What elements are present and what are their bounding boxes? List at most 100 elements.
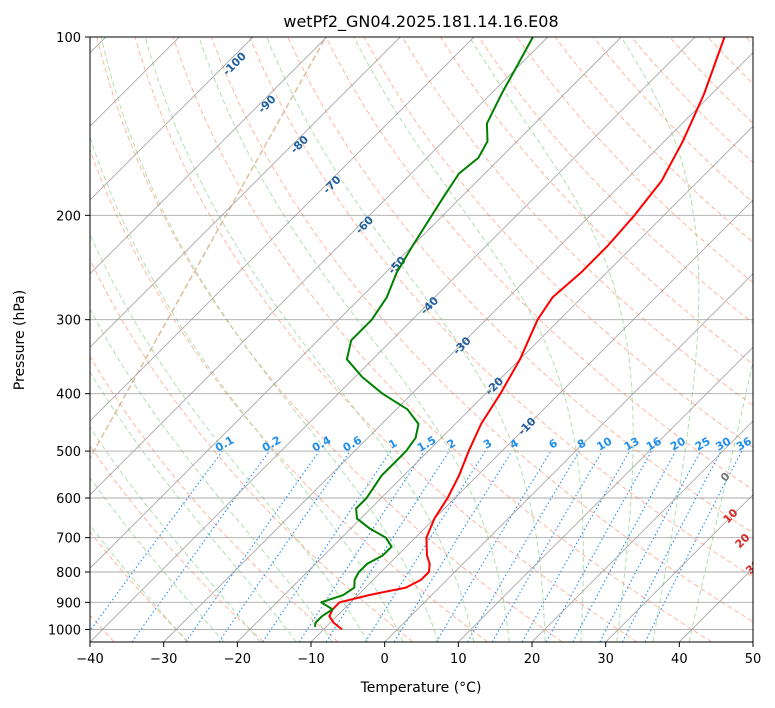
isotherm-line — [90, 37, 254, 201]
moist-adiabat-line — [353, 37, 584, 642]
lcl-curve — [90, 37, 327, 460]
dry-adiabat-line — [90, 355, 339, 642]
dry-adiabat-line — [287, 37, 753, 534]
y-tick-label: 900 — [56, 596, 81, 611]
isotherm-line — [531, 420, 753, 642]
mixing-ratio-label: 36 — [734, 434, 754, 453]
isotherm-line — [90, 37, 475, 422]
mixing-ratio-line — [90, 450, 223, 632]
moist-adiabat-label: -60 — [353, 213, 376, 236]
moist-adiabat-line — [90, 476, 225, 642]
dry-adiabat-line — [90, 445, 264, 642]
moist-adiabat-label: -90 — [255, 92, 278, 115]
mixing-ratio-line — [572, 450, 677, 642]
moist-adiabat-line — [90, 232, 369, 642]
isotherm-line — [384, 273, 753, 642]
dry-adiabat-line — [134, 37, 638, 642]
y-tick-label: 800 — [56, 566, 81, 581]
moist-adiabat-line — [620, 37, 700, 642]
isotherm-line — [90, 37, 696, 642]
isotherm-line — [90, 37, 328, 275]
dry-adiabat-label: 0 — [718, 470, 733, 485]
y-tick-label: 200 — [56, 209, 81, 224]
x-tick-label: 40 — [671, 652, 688, 667]
dewpoint-profile-line — [314, 37, 534, 627]
grid-lines — [90, 37, 753, 642]
plot-frame — [89, 36, 754, 643]
isotherm-line — [752, 641, 753, 642]
moist-adiabat-line — [90, 524, 188, 642]
x-tick-label: 0 — [381, 652, 389, 667]
x-axis-ticks: −40 −30 −20 −10 0 10 20 30 40 50 — [76, 642, 761, 667]
dry-adiabat-line — [90, 258, 414, 642]
sounding-profiles — [314, 37, 726, 631]
moist-adiabat-line — [266, 37, 546, 642]
mixing-ratio-line — [545, 450, 653, 642]
dry-adiabat-label: 30 — [743, 557, 763, 577]
y-tick-label: 1000 — [48, 623, 81, 638]
mixing-ratio-line — [435, 450, 552, 642]
x-tick-label: −40 — [76, 652, 103, 667]
x-tick-label: −20 — [224, 652, 251, 667]
temperature-profile-line — [328, 37, 726, 631]
moist-adiabat-line — [90, 135, 404, 642]
dry-adiabat-line — [592, 37, 753, 203]
moist-adiabat-line — [90, 308, 333, 642]
dry-adiabat-line — [669, 37, 753, 124]
dry-adiabat-line — [439, 37, 753, 365]
y-tick-label: 500 — [56, 445, 81, 460]
isotherm-line — [236, 125, 753, 642]
dry-adiabat-line — [516, 37, 753, 284]
dry-adiabat-line — [172, 37, 712, 642]
y-tick-label: 100 — [56, 31, 81, 46]
dry-adiabat-line — [401, 37, 753, 406]
dry-adiabat-line — [363, 37, 753, 448]
x-tick-label: 20 — [524, 652, 541, 667]
isotherm-line — [678, 567, 753, 642]
mixing-ratio-label: 3 — [481, 437, 494, 452]
mixing-ratio-line — [644, 450, 743, 642]
moist-adiabat-label: -20 — [483, 374, 506, 397]
y-tick-label: 400 — [56, 388, 81, 403]
y-axis-ticks: 100 200 300 400 500 600 700 800 900 1000 — [48, 31, 90, 638]
mixing-ratio-label: 6 — [547, 436, 560, 451]
dry-adiabat-line — [745, 37, 753, 45]
dry-adiabat-line — [325, 37, 753, 491]
mixing-ratio-label: 4 — [508, 436, 521, 451]
x-tick-label: 30 — [597, 652, 614, 667]
mixing-ratio-line — [131, 450, 270, 642]
y-tick-label: 700 — [56, 532, 81, 547]
isotherm-line — [457, 346, 753, 642]
moist-adiabat-line — [469, 37, 634, 642]
y-tick-label: 600 — [56, 492, 81, 507]
background-reference-lines — [90, 37, 753, 642]
isotherm-line — [605, 494, 753, 642]
dry-adiabat-label: 20 — [733, 531, 753, 551]
y-tick-label: 300 — [56, 314, 81, 329]
x-tick-label: −30 — [150, 652, 177, 667]
mixing-ratio-line — [218, 450, 351, 642]
moist-adiabat-line — [90, 426, 261, 642]
dry-adiabat-line — [90, 148, 488, 642]
moist-adiabat-line — [688, 358, 753, 642]
dry-adiabat-line — [96, 37, 563, 642]
moist-adiabat-label: -100 — [220, 49, 249, 78]
y-axis-title: Pressure (hPa) — [12, 290, 28, 390]
moist-adiabat-line — [198, 37, 510, 642]
dry-adiabat-line — [554, 37, 753, 243]
mixing-ratio-line — [393, 450, 513, 642]
isotherm-line — [90, 37, 549, 496]
mixing-ratio-line — [521, 450, 630, 642]
mixing-ratio-label: 2 — [445, 437, 458, 452]
mixing-ratio-line — [364, 450, 486, 642]
mixing-ratio-line — [185, 450, 320, 642]
isotherm-line — [90, 37, 401, 348]
mixing-ratio-line — [298, 450, 425, 642]
mixing-ratio-line — [325, 450, 450, 642]
mixing-ratio-label: 1 — [386, 437, 399, 452]
moist-adiabat-line — [144, 37, 475, 642]
dry-adiabat-label: 10 — [721, 506, 741, 526]
moist-adiabat-label: -70 — [320, 173, 343, 196]
mixing-ratio-line — [599, 450, 701, 642]
